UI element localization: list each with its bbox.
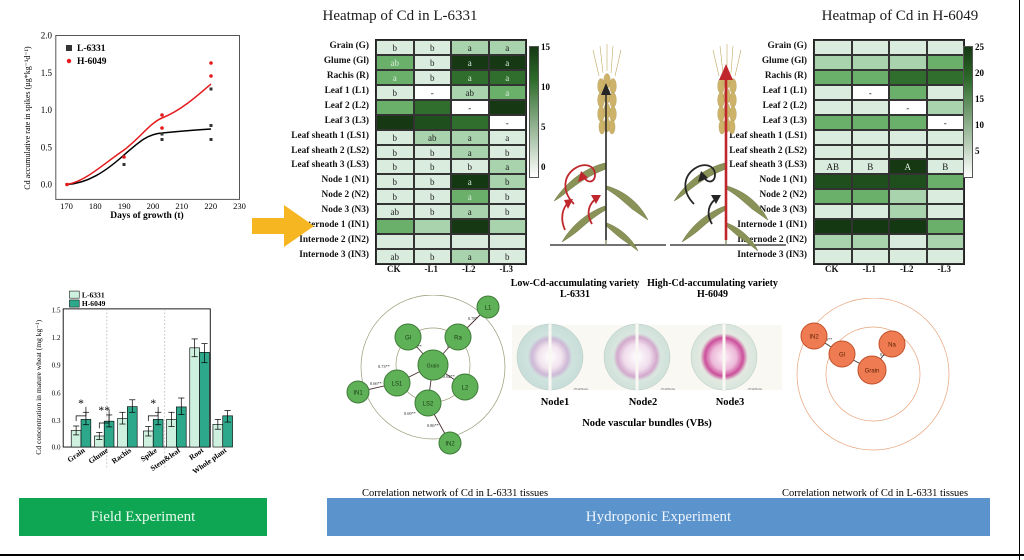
svg-text:1.2: 1.2 — [52, 334, 61, 342]
svg-text:0.0: 0.0 — [52, 444, 61, 452]
svg-text:0.6: 0.6 — [52, 389, 61, 397]
svg-text:Grain: Grain — [427, 364, 440, 370]
svg-text:0.69**: 0.69** — [404, 411, 416, 416]
svg-text:0.78*: 0.78* — [468, 316, 478, 321]
svg-text:L2: L2 — [462, 386, 469, 392]
svg-text:L-6331: L-6331 — [77, 44, 106, 54]
svg-text:170: 170 — [60, 201, 73, 211]
svg-text:-70\u03bcm-: -70\u03bcm- — [573, 387, 589, 391]
svg-text:Grain: Grain — [66, 445, 88, 464]
svg-text:Days of growth (t): Days of growth (t) — [110, 210, 183, 221]
svg-text:H-6049: H-6049 — [77, 57, 107, 67]
svg-text:Grain: Grain — [865, 369, 880, 375]
svg-text:210: 210 — [175, 201, 188, 211]
svg-text:0.73**: 0.73** — [378, 364, 390, 369]
svg-text:0.66**: 0.66** — [370, 381, 382, 386]
svg-text:Gl: Gl — [839, 353, 845, 359]
svg-text:LS1: LS1 — [392, 382, 403, 388]
svg-text:H-6049: H-6049 — [82, 299, 106, 308]
svg-text:Cd accumulative rate in spikes: Cd accumulative rate in spikes (µg*kg⁻¹d… — [23, 46, 32, 190]
svg-text:L-6331: L-6331 — [82, 290, 105, 299]
svg-text:180: 180 — [89, 201, 102, 211]
svg-text:-70\u03bcm-: -70\u03bcm- — [660, 387, 676, 391]
svg-text:0.5: 0.5 — [41, 142, 53, 152]
svg-text:IN1: IN1 — [353, 391, 363, 397]
svg-text:**: ** — [98, 404, 110, 417]
svg-text:0.0: 0.0 — [41, 180, 53, 190]
svg-text:LS2: LS2 — [423, 402, 434, 408]
svg-text:0.3: 0.3 — [52, 417, 61, 425]
svg-text:Na: Na — [888, 343, 896, 349]
svg-text:0.9: 0.9 — [52, 362, 61, 370]
svg-text:Gl: Gl — [405, 336, 411, 342]
svg-text:*: * — [78, 397, 84, 410]
svg-text:IN2: IN2 — [809, 335, 819, 341]
svg-text:IN2: IN2 — [445, 442, 455, 448]
svg-text:2.0: 2.0 — [41, 31, 53, 41]
svg-text:L1: L1 — [485, 306, 492, 312]
svg-text:Ra: Ra — [454, 336, 462, 342]
svg-text:200: 200 — [147, 201, 160, 211]
svg-text:1.5: 1.5 — [52, 306, 61, 314]
svg-text:1.0: 1.0 — [41, 105, 53, 115]
svg-text:0.86**: 0.86** — [427, 423, 439, 428]
svg-text:*: * — [150, 397, 156, 410]
svg-text:Rachis: Rachis — [110, 446, 133, 466]
svg-text:1.5: 1.5 — [41, 68, 53, 78]
svg-text:190: 190 — [118, 201, 131, 211]
svg-text:Cd concentration in mature wh: Cd concentration in mature wheat (mg kg⁻… — [34, 319, 43, 454]
